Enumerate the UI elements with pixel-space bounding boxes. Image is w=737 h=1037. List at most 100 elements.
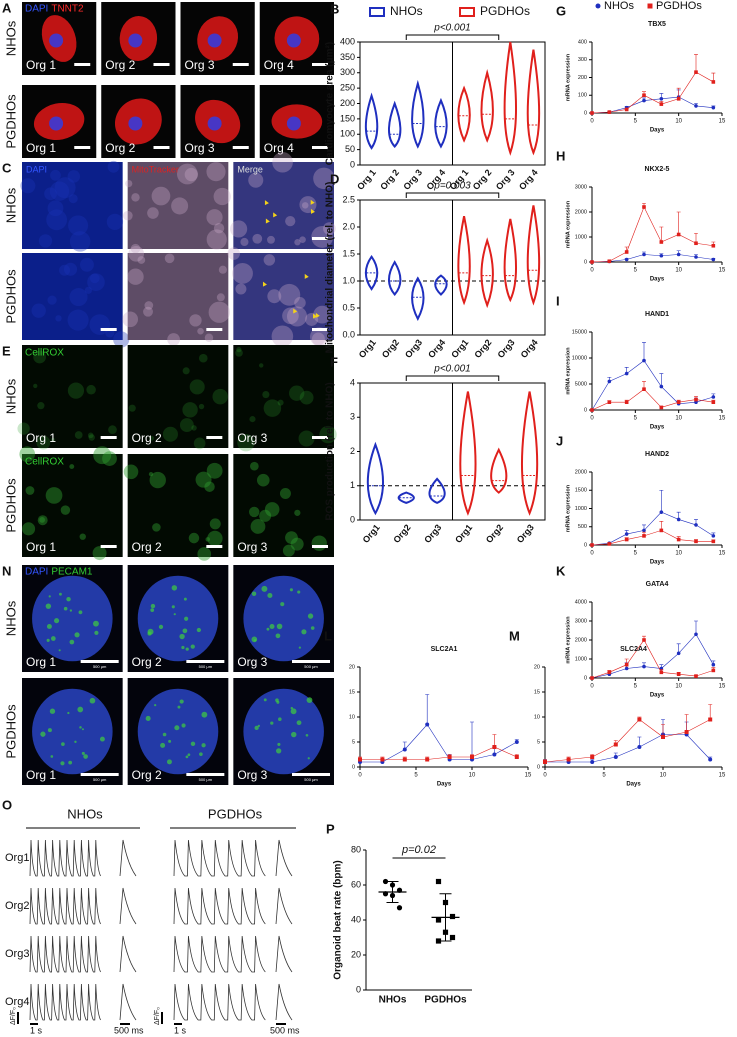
trace <box>29 839 101 877</box>
data-point <box>624 250 629 254</box>
scale-bar <box>206 436 223 439</box>
error-bar <box>642 342 646 361</box>
x-tick-label: 10 <box>675 551 682 557</box>
y-tick-label: 0 <box>356 984 361 994</box>
chart-title: SLC2A4 <box>620 646 647 653</box>
vessel <box>50 755 54 758</box>
y-axis-label: Organoid beat rate (bpm) <box>333 860 344 979</box>
legend-marker <box>647 3 653 9</box>
x-tick-label: 15 <box>719 551 726 557</box>
row-label: Org1 <box>5 852 29 864</box>
organoid <box>32 688 113 775</box>
texture <box>79 533 86 540</box>
vessel <box>46 638 50 642</box>
violin <box>366 441 384 516</box>
y-tick-label: 3000 <box>575 184 587 190</box>
data-point <box>447 755 452 759</box>
panel-letter: J <box>556 433 563 448</box>
tile-label: Org 3 <box>237 431 267 445</box>
y-tick-label: 300 <box>340 67 355 77</box>
data-point <box>449 934 456 941</box>
data-point <box>624 532 629 536</box>
y-tick-label: 15000 <box>572 329 587 335</box>
vessel <box>182 628 188 634</box>
texture <box>44 187 57 201</box>
vessel <box>184 616 189 621</box>
micrograph <box>127 162 229 249</box>
texture <box>213 187 231 206</box>
scale-bar <box>100 328 117 331</box>
texture <box>213 223 225 234</box>
scale-label: 500 ms <box>114 1025 144 1035</box>
y-tick-label: 0 <box>584 110 587 116</box>
x-tick-label: 15 <box>719 119 726 125</box>
y-tick-label: 20 <box>351 949 361 959</box>
texture <box>250 519 266 534</box>
data-point <box>613 742 618 747</box>
tile-label: Org 2 <box>105 58 135 72</box>
y-tick-label: 1.5 <box>342 248 355 258</box>
violin <box>434 97 448 149</box>
texture <box>309 327 329 347</box>
row-label: NHOs <box>3 378 18 414</box>
stain-label: Merge <box>237 164 263 174</box>
texture <box>184 167 198 182</box>
texture <box>204 481 215 492</box>
vessel <box>60 761 65 766</box>
y-tick-label: 2000 <box>575 209 587 215</box>
x-tick-label: Org2 <box>380 337 401 360</box>
data-point <box>711 662 716 667</box>
data-point <box>425 757 430 762</box>
texture <box>263 254 276 266</box>
y-tick-label: 15 <box>534 689 540 695</box>
chart-title: HAND2 <box>645 451 669 458</box>
x-tick-label: Org2 <box>472 337 493 360</box>
texture <box>87 432 94 439</box>
vessel <box>298 646 302 649</box>
data-point <box>708 717 713 722</box>
data-point <box>642 93 646 98</box>
data-point <box>659 670 664 675</box>
data-point <box>590 676 594 680</box>
vessel <box>150 608 155 612</box>
x-tick-label: Org 1 <box>355 167 378 191</box>
texture <box>50 437 55 442</box>
legend-label: NHOs <box>604 0 634 12</box>
texture <box>55 315 62 322</box>
micrograph <box>22 345 123 448</box>
texture <box>279 488 291 500</box>
violin <box>490 447 508 494</box>
panel-letter: E <box>2 343 11 358</box>
texture <box>152 523 161 532</box>
nucleus <box>49 33 64 48</box>
vessel <box>179 699 184 704</box>
texture <box>235 283 247 295</box>
x-tick-label: 15 <box>719 684 726 690</box>
texture <box>294 509 301 516</box>
x-tick-label: 15 <box>719 773 726 779</box>
y-tick-label: 1500 <box>575 488 587 494</box>
stain-label: PECAM1 <box>51 567 93 578</box>
texture <box>212 388 228 405</box>
panel-letter: H <box>556 148 565 163</box>
vessel <box>307 757 310 760</box>
data-point <box>659 405 664 410</box>
x-tick-label: 0 <box>590 119 594 125</box>
y-tick-label: 5 <box>352 739 355 745</box>
y-tick-label: 3000 <box>575 618 587 624</box>
tile-label: Org 2 <box>132 768 162 782</box>
error-bar <box>425 694 430 725</box>
texture <box>179 418 194 432</box>
x-tick-label: Org4 <box>426 337 447 360</box>
violin <box>457 85 471 143</box>
texture <box>31 303 46 318</box>
row-label: PGDHOs <box>3 269 18 324</box>
texture <box>128 245 145 262</box>
panel-letter: I <box>556 293 560 308</box>
texture <box>125 179 133 188</box>
vessel <box>40 731 46 737</box>
y-tick-label: 0 <box>350 159 355 169</box>
y-tick-label: 100 <box>578 93 587 99</box>
texture <box>102 451 117 466</box>
x-tick-label: 5 <box>414 773 418 779</box>
